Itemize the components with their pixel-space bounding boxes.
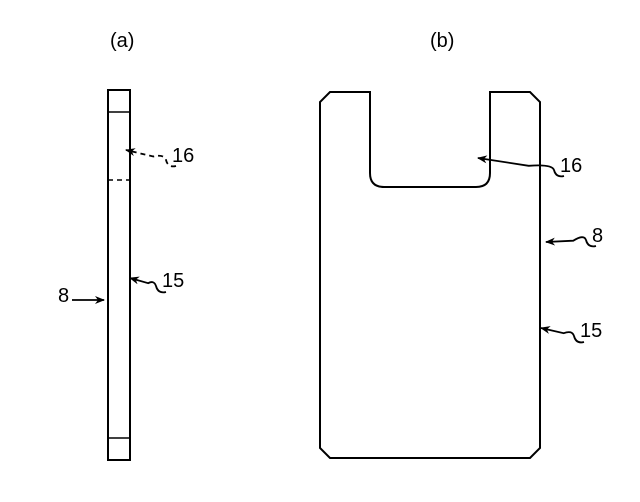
panel-label-b: (b) [430,30,454,53]
callout-8: 8 [592,225,603,248]
callout-15: 15 [162,270,184,293]
callout-15: 15 [580,320,602,343]
callout-16: 16 [560,155,582,178]
callout-16: 16 [172,145,194,168]
callout-8: 8 [58,285,69,308]
panel-label-a: (a) [110,30,134,53]
diagram-svg [0,0,640,502]
